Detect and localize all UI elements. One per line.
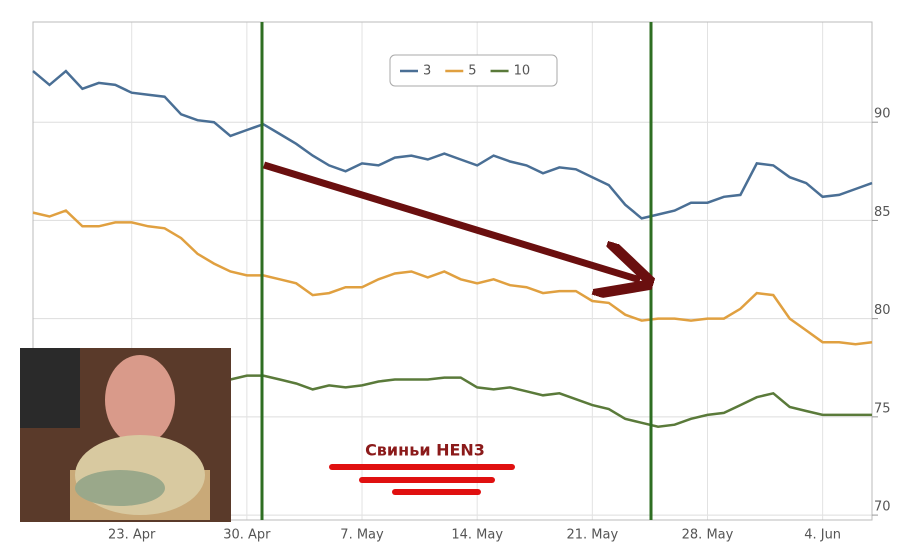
legend-box [389, 54, 558, 87]
y-tick-label: 75 [874, 401, 891, 416]
x-tick-label: 30. Apr [223, 528, 271, 543]
series-line [32, 69, 873, 220]
photo [20, 348, 231, 522]
x-tick-label: 4. Jun [804, 528, 841, 543]
legend: 3 5 10 [389, 54, 558, 87]
trend-arrow [262, 161, 640, 280]
lines [32, 69, 873, 428]
y-tick-label: 80 [874, 303, 891, 318]
annotation: Свиньи HEN3 [365, 441, 485, 460]
series-line [230, 374, 872, 428]
x-tick-label: 14. May [451, 528, 503, 543]
legend-label: 10 [514, 64, 531, 79]
y-tick-label: 85 [874, 205, 891, 220]
y-tick-label: 90 [874, 107, 891, 122]
x-tick-label: 28. May [682, 528, 734, 543]
series-line [32, 209, 873, 346]
axis: 70 75 80 85 90 23. Apr 30. Apr 7. May 14. May 21.… [108, 107, 890, 543]
y-tick-label: 70 [874, 500, 891, 515]
legend-label: 3 [423, 64, 431, 79]
x-tick-label: 21. May [566, 528, 618, 543]
x-tick-label: 7. May [340, 528, 384, 543]
x-tick-label: 23. Apr [108, 528, 156, 543]
plot-frame [32, 21, 873, 521]
legend-label: 5 [468, 64, 476, 79]
